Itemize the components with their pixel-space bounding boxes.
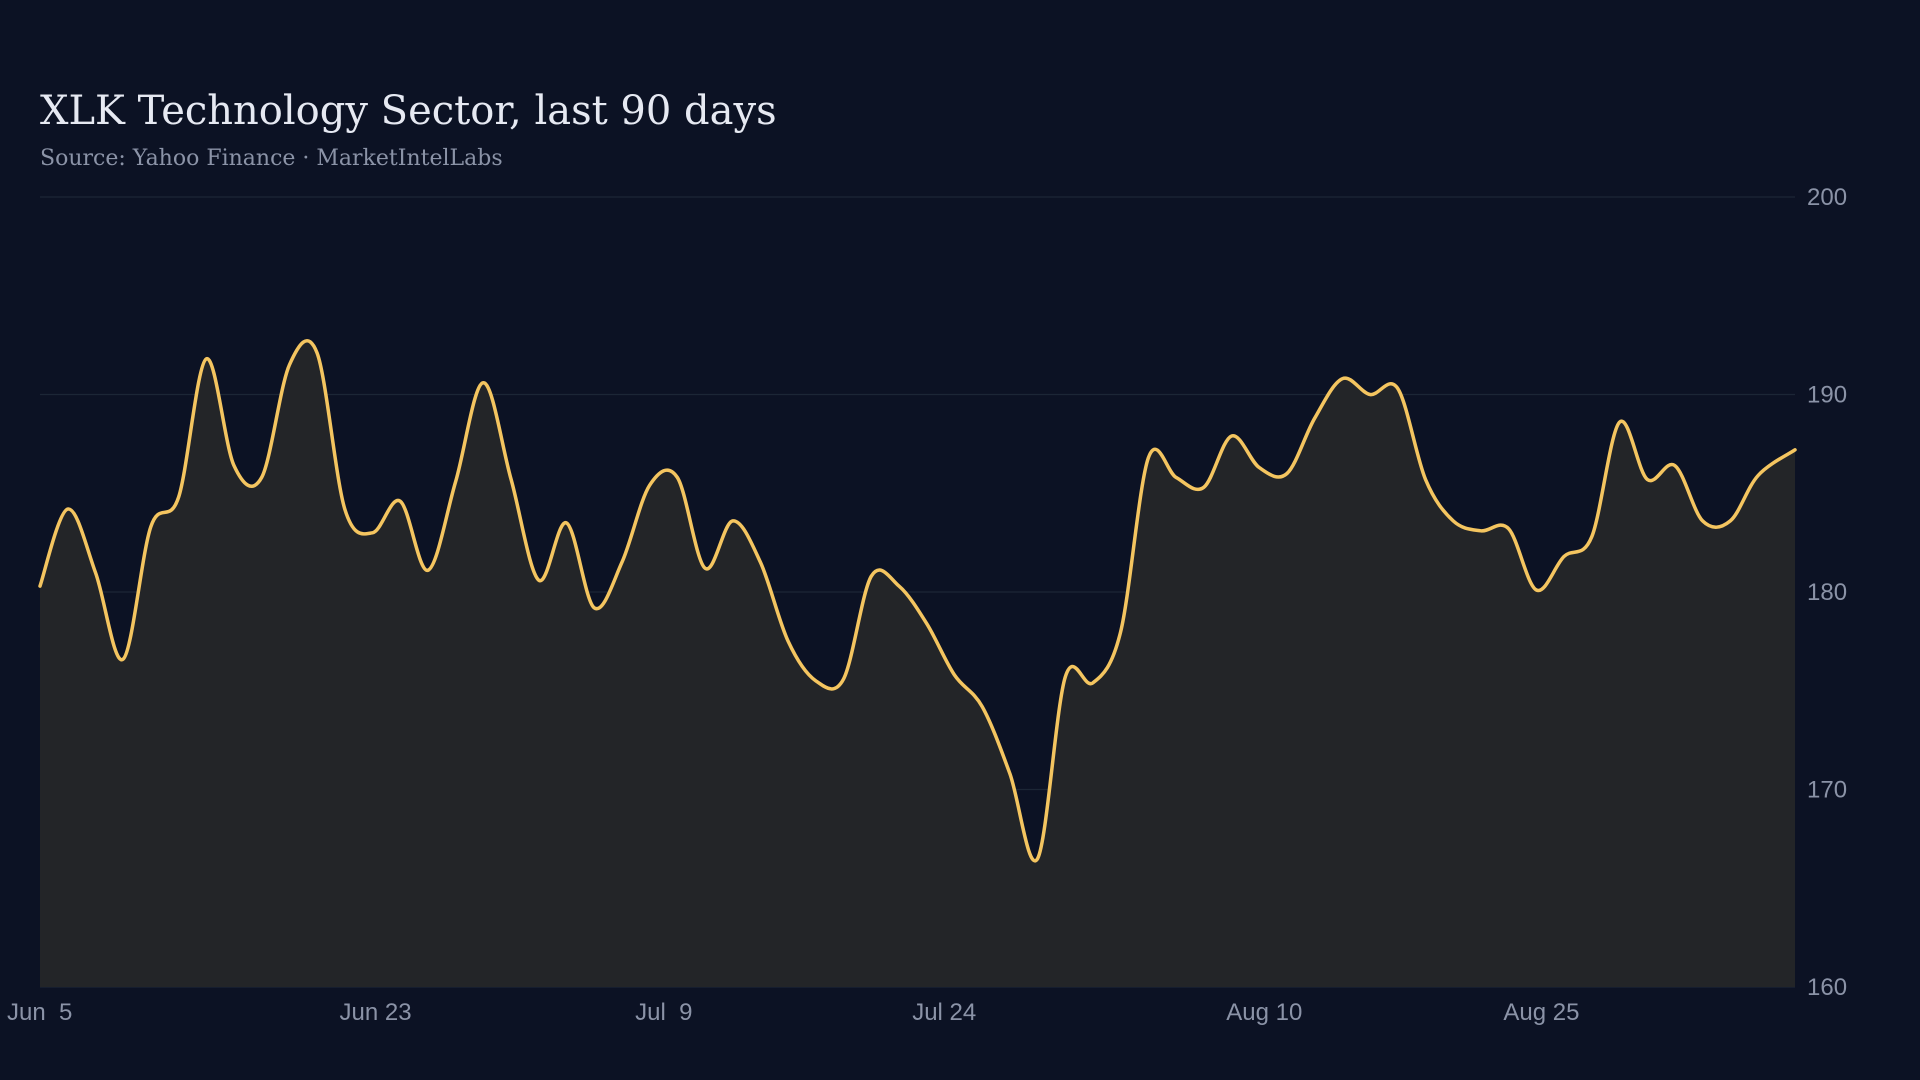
x-tick-label: Jun 5: [7, 999, 72, 1026]
y-tick-label: 160: [1807, 974, 1847, 1001]
x-tick-label: Aug 25: [1503, 999, 1579, 1026]
x-tick-label: Jul 24: [912, 999, 976, 1026]
y-tick-label: 180: [1807, 579, 1847, 606]
series-area-0: [40, 340, 1795, 987]
series-line-0: [38, 339, 1797, 863]
x-tick-label: Jun 23: [340, 999, 412, 1026]
y-tick-label: 200: [1807, 184, 1847, 211]
chart-title: XLK Technology Sector, last 90 days: [40, 88, 777, 134]
chart-subtitle: Source: Yahoo Finance · MarketIntelLabs: [40, 146, 503, 171]
x-tick-label: Aug 10: [1226, 999, 1302, 1026]
x-tick-label: Jul 9: [635, 999, 692, 1026]
y-tick-label: 190: [1807, 382, 1847, 409]
y-tick-label: 170: [1807, 777, 1847, 804]
